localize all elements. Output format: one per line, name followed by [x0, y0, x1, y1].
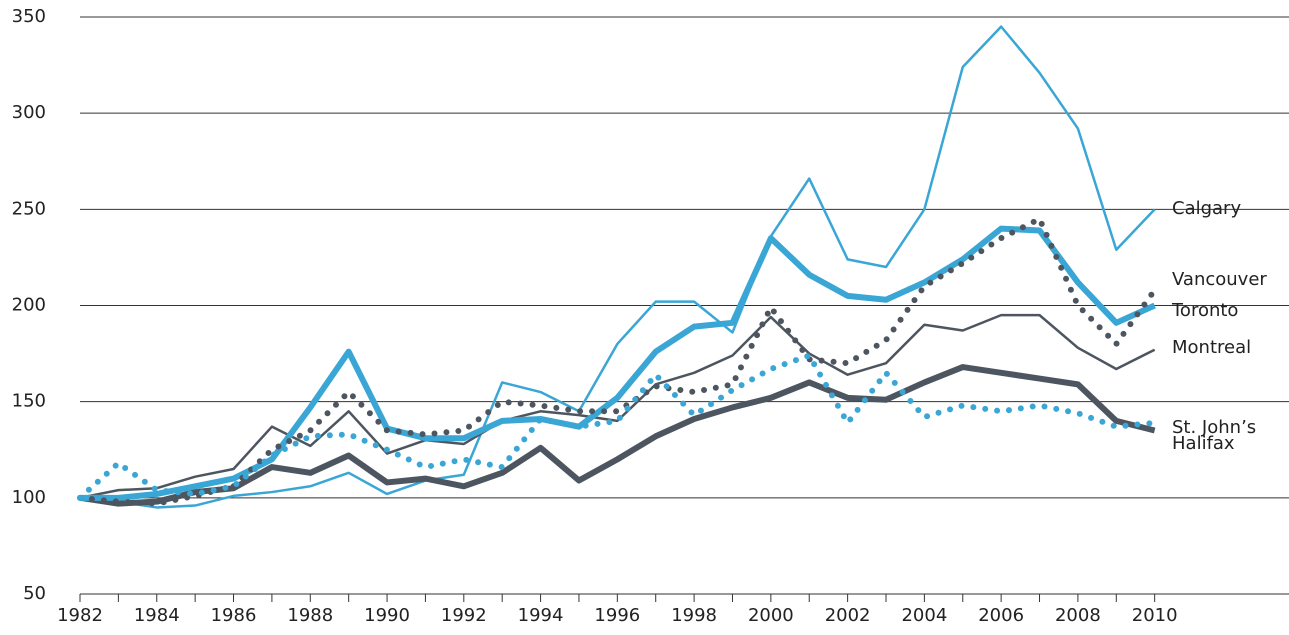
x-tick-label: 1996 — [594, 605, 640, 626]
x-tick-label: 2008 — [1055, 605, 1101, 626]
series-line — [79, 313, 1156, 500]
y-tick-label: 50 — [23, 583, 46, 604]
x-tick-label: 1994 — [518, 605, 564, 626]
series-label: Vancouver — [1172, 269, 1267, 290]
series-line — [79, 25, 1156, 509]
y-tick-label: 200 — [12, 295, 46, 316]
series-line — [77, 352, 1158, 501]
x-tick-label: 1982 — [57, 605, 103, 626]
x-tick-label: 1988 — [287, 605, 333, 626]
series-label: Toronto — [1171, 300, 1238, 321]
x-tick-label: 2010 — [1132, 605, 1178, 626]
series-label: Calgary — [1172, 198, 1241, 219]
x-tick-label: 1986 — [211, 605, 257, 626]
y-tick-label: 150 — [12, 391, 46, 412]
series-label: Halifax — [1172, 433, 1235, 454]
x-tick-label: 2004 — [901, 605, 947, 626]
x-tick-label: 2002 — [825, 605, 871, 626]
series-label: Montreal — [1172, 337, 1251, 358]
series-line — [77, 215, 1158, 507]
series-line — [80, 225, 1156, 501]
x-tick-label: 1998 — [671, 605, 717, 626]
y-tick-label: 350 — [12, 6, 46, 27]
series-line — [79, 364, 1156, 507]
y-tick-label: 250 — [12, 198, 46, 219]
x-tick-label: 2006 — [978, 605, 1024, 626]
y-tick-label: 300 — [12, 102, 46, 123]
y-tick-label: 100 — [12, 487, 46, 508]
x-tick-label: 1990 — [364, 605, 410, 626]
x-tick-label: 1984 — [134, 605, 180, 626]
x-tick-label: 2000 — [748, 605, 794, 626]
x-tick-label: 1992 — [441, 605, 487, 626]
series-label: St. John’s — [1172, 417, 1256, 438]
